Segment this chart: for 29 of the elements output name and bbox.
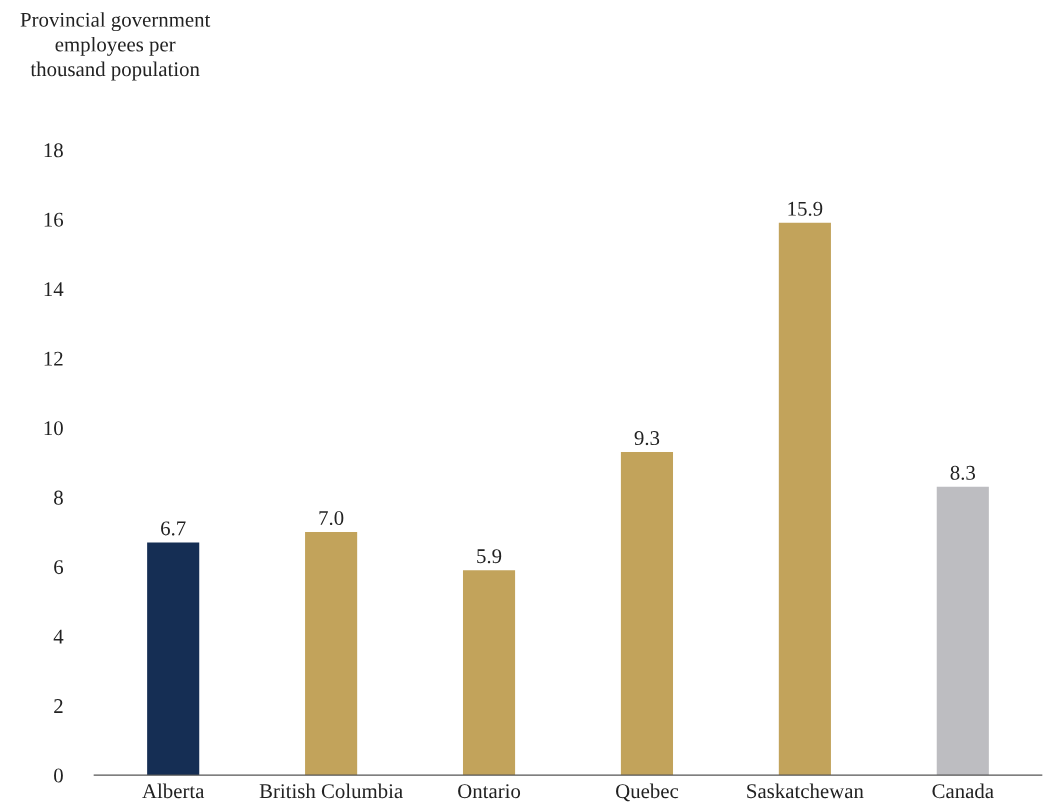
data-label: 9.3 bbox=[634, 431, 660, 446]
x-tick-label: Quebec bbox=[616, 783, 679, 802]
y-tick-label: 16 bbox=[44, 212, 64, 227]
data-label: 8.3 bbox=[950, 465, 976, 480]
data-label: 6.7 bbox=[161, 521, 186, 536]
bar bbox=[305, 531, 358, 776]
bar bbox=[620, 452, 674, 776]
y-axis-title: Provincial government employees per thousand population bbox=[20, 12, 211, 81]
y-tick-label: 6 bbox=[54, 560, 64, 575]
y-tick-label: 0 bbox=[54, 768, 63, 783]
x-tick-label: Alberta bbox=[142, 783, 205, 799]
y-tick-label: 12 bbox=[44, 351, 63, 366]
x-tick-label: Canada bbox=[932, 783, 994, 799]
x-tick-label: Saskatchewan bbox=[747, 783, 864, 799]
x-tick-label: Ontario bbox=[458, 784, 521, 799]
data-label: 5.9 bbox=[477, 549, 502, 564]
y-tick-label: 18 bbox=[44, 143, 63, 158]
y-tick-label: 14 bbox=[44, 282, 64, 297]
data-label: 15.9 bbox=[788, 201, 823, 216]
x-tick-label: British Columbia bbox=[259, 783, 403, 799]
bar bbox=[936, 486, 989, 776]
bar bbox=[147, 542, 200, 776]
y-tick-label: 2 bbox=[54, 699, 63, 713]
y-tick-label: 10 bbox=[44, 421, 63, 436]
bar bbox=[778, 222, 831, 776]
data-label: 7.0 bbox=[319, 510, 344, 526]
bar bbox=[462, 570, 516, 776]
y-tick-label: 8 bbox=[54, 490, 63, 505]
y-tick-label: 4 bbox=[53, 629, 64, 644]
